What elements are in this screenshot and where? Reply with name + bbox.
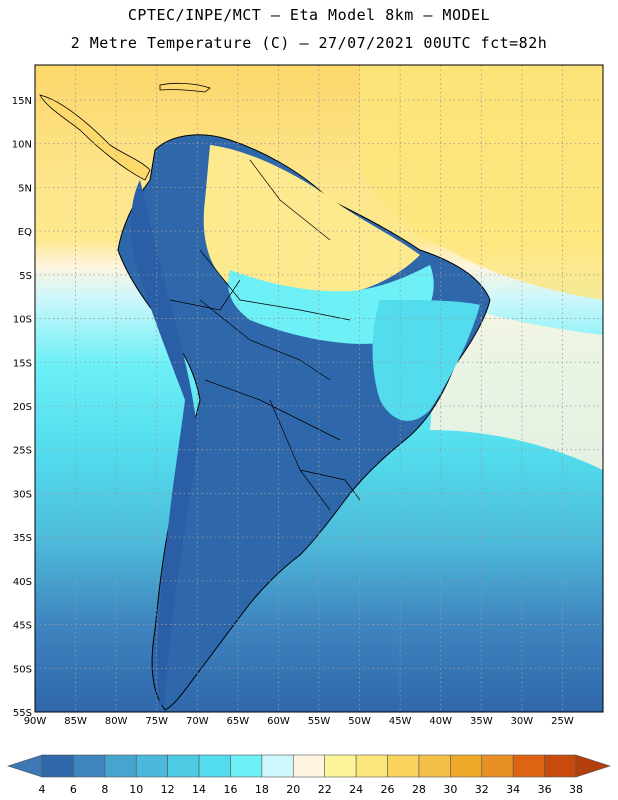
caribbean-islands [159, 82, 211, 93]
colorbar-swatch [324, 754, 357, 778]
latitude-tick-label: 25S [13, 446, 32, 457]
latitude-tick-label: 45S [13, 621, 32, 632]
colorbar-label: 38 [569, 783, 583, 796]
latitude-tick-label: 15S [13, 358, 32, 369]
latitude-tick-label: 10N [12, 140, 32, 151]
east-brazil-region [372, 300, 480, 421]
colorbar-label: 18 [255, 783, 269, 796]
colorbar-label: 10 [129, 783, 143, 796]
colorbar-label: 22 [318, 783, 332, 796]
colorbar-label: 32 [475, 783, 489, 796]
colorbar-label: 16 [223, 783, 237, 796]
colorbar-label: 6 [70, 783, 77, 796]
latitude-tick-label: 15N [12, 96, 32, 107]
colorbar-label: 28 [412, 783, 426, 796]
colorbar-swatch [230, 754, 263, 778]
colorbar-swatch [355, 754, 388, 778]
longitude-tick-label: 35W [470, 716, 493, 727]
colorbar-label: 24 [349, 783, 363, 796]
latitude-tick-label: 20S [13, 402, 32, 413]
longitude-tick-label: 40W [429, 716, 452, 727]
colorbar-min-arrow [7, 754, 43, 778]
colorbar: 4 6 8 10 12 14 16 18 20 22 24 26 28 30 32 34 36 38 [7, 754, 611, 796]
longitude-tick-label: 65W [227, 716, 250, 727]
andes-cold-strip [130, 180, 198, 705]
plot-frame [34, 64, 604, 713]
latitude-tick-label: 10S [13, 315, 32, 326]
ocean-warm-band [430, 300, 603, 470]
colorbar-label: 12 [161, 783, 175, 796]
amazon-warm-region [203, 145, 420, 297]
south-america-land [117, 134, 491, 711]
colorbar-swatch [418, 754, 451, 778]
longitude-tick-label: 55W [308, 716, 331, 727]
map-grid [35, 65, 603, 713]
longitude-tick-label: 60W [267, 716, 290, 727]
colorbar-max-arrow [575, 754, 611, 778]
colorbar-swatch [450, 754, 483, 778]
latitude-tick-label: 35S [13, 533, 32, 544]
colorbar-swatch [41, 754, 74, 778]
colorbar-label: 4 [39, 783, 46, 796]
latitude-tick-label: 50S [13, 664, 32, 675]
latitude-tick-label: 5S [19, 271, 32, 282]
map-title: CPTEC/INPE/MCT – Eta Model 8km – MODEL [127, 6, 491, 24]
colorbar-label: 36 [538, 783, 552, 796]
longitude-tick-label: 85W [64, 716, 87, 727]
longitude-tick-label: 45W [389, 716, 412, 727]
longitude-tick-label: 50W [348, 716, 371, 727]
longitude-tick-label: 75W [145, 716, 168, 727]
colorbar-swatch [167, 754, 200, 778]
colorbar-label: 20 [286, 783, 300, 796]
central-america-land [39, 94, 151, 181]
longitude-tick-label: 80W [105, 716, 128, 727]
colorbar-swatch [261, 754, 294, 778]
colorbar-label: 14 [192, 783, 206, 796]
latitude-tick-label: EQ [18, 227, 32, 238]
colorbar-swatch [73, 754, 106, 778]
colorbar-swatch [512, 754, 545, 778]
colorbar-label: 34 [506, 783, 520, 796]
latitude-tick-label: 55S [13, 708, 32, 719]
longitude-tick-label: 90W [24, 716, 47, 727]
latitude-tick-label: 30S [13, 489, 32, 500]
latitude-labels: 15N 10N 5N EQ 5S 10S 15S 20S 25S 30S 35S 40S 45S 50S 5… [12, 96, 32, 719]
colorbar-swatch [135, 754, 168, 778]
colorbar-swatch [481, 754, 514, 778]
colorbar-swatch [104, 754, 137, 778]
colorbar-swatch [387, 754, 420, 778]
latitude-tick-label: 40S [13, 577, 32, 588]
colorbar-swatch [198, 754, 231, 778]
colorbar-label: 30 [443, 783, 457, 796]
colorbar-label: 8 [101, 783, 108, 796]
longitude-labels: 90W 85W 80W 75W 70W 65W 60W 55W 50W 45W 40W 35W 30W 2… [24, 716, 574, 727]
colorbar-swatch [292, 754, 326, 778]
colorbar-swatch [544, 754, 577, 778]
latitude-tick-label: 5N [18, 183, 32, 194]
colorbar-label: 26 [381, 783, 395, 796]
longitude-tick-label: 70W [186, 716, 209, 727]
map-subtitle: 2 Metre Temperature (C) – 27/07/2021 00U… [70, 34, 548, 52]
longitude-tick-label: 25W [551, 716, 574, 727]
longitude-tick-label: 30W [511, 716, 534, 727]
